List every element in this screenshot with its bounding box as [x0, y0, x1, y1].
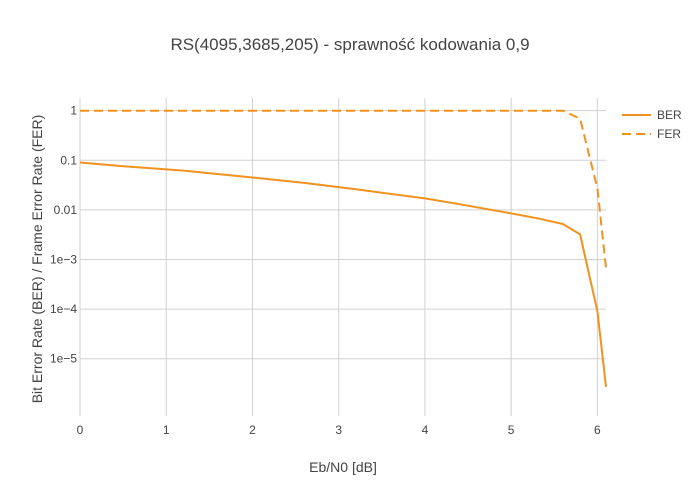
x-tick-label: 4	[422, 423, 429, 437]
x-tick-label: 5	[508, 423, 515, 437]
chart-title: RS(4095,3685,205) - sprawność kodowania …	[170, 35, 529, 54]
y-tick-label: 0.01	[54, 203, 78, 217]
series-lines	[79, 109, 607, 388]
grid	[79, 98, 606, 416]
x-tick-label: 2	[249, 423, 256, 437]
legend: BER FER	[622, 108, 682, 141]
x-axis-label: Eb/N0 [dB]	[309, 459, 377, 475]
series-line-fer	[80, 109, 607, 268]
series-line-ber	[79, 161, 607, 388]
x-tick-labels: 0 1 2 3 4 5 6	[77, 423, 601, 437]
legend-label-ber: BER	[657, 108, 682, 122]
legend-label-fer: FER	[657, 127, 681, 141]
y-tick-label: 1	[70, 104, 77, 118]
y-axis-label: Bit Error Rate (BER) / Frame Error Rate …	[29, 115, 45, 404]
y-tick-label: 0.1	[60, 153, 77, 167]
y-tick-label: 1e−4	[50, 302, 77, 316]
y-tick-labels: 1 0.1 0.01 1e−3 1e−4 1e−5	[50, 104, 77, 366]
y-tick-label: 1e−5	[50, 352, 77, 366]
x-tick-label: 0	[77, 423, 84, 437]
x-tick-label: 1	[163, 423, 170, 437]
x-tick-label: 6	[594, 423, 601, 437]
y-tick-label: 1e−3	[50, 252, 77, 266]
x-tick-label: 3	[335, 423, 342, 437]
